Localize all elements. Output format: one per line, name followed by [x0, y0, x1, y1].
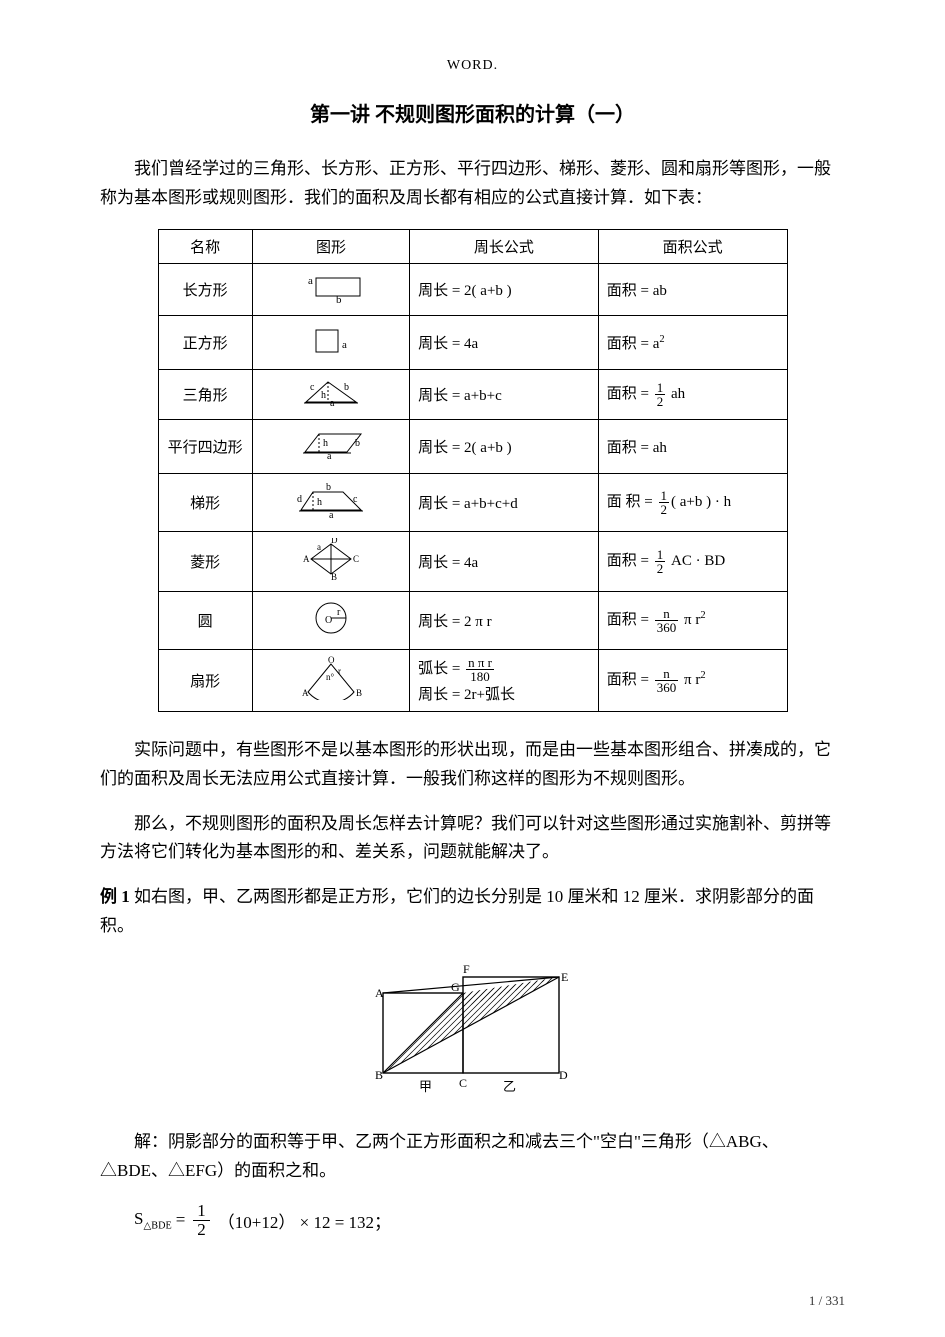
- shape-perimeter: 周长 = 2( a+b ): [410, 419, 599, 473]
- example-label: 例 1: [100, 887, 130, 906]
- svg-text:O: O: [328, 656, 335, 665]
- table-row: 梯形 b d h c a 周长 = a+b+c+d 面 积 = 12( a+b …: [158, 473, 787, 531]
- intro-paragraph: 我们曾经学过的三角形、长方形、正方形、平行四边形、梯形、菱形、圆和扇形等图形，一…: [100, 155, 845, 213]
- shape-perimeter: 周长 = 2 π r: [410, 591, 599, 649]
- lecture-title: 第一讲 不规则图形面积的计算（一）: [100, 98, 845, 127]
- table-row: 正方形 a 周长 = 4a 面积 = a2: [158, 315, 787, 369]
- shape-name: 长方形: [158, 263, 252, 315]
- eq-fraction: 1 2: [193, 1202, 210, 1239]
- eq-equals: =: [176, 1210, 186, 1230]
- svg-text:b: b: [344, 382, 349, 393]
- svg-text:B: B: [356, 688, 362, 698]
- svg-text:b: b: [336, 294, 342, 304]
- shape-name: 三角形: [158, 369, 252, 419]
- shape-name: 正方形: [158, 315, 252, 369]
- table-row: 扇形 O r n° A B 弧长 = n π r180 周长 = 2r+弧长 面…: [158, 649, 787, 711]
- shape-perimeter: 弧长 = n π r180 周长 = 2r+弧长: [410, 649, 599, 711]
- shape-figure: a: [252, 315, 409, 369]
- svg-text:c: c: [310, 382, 315, 393]
- shape-figure: b d h c a: [252, 473, 409, 531]
- fig-label-E: E: [561, 970, 568, 984]
- shape-area: 面积 = n360 π r2: [598, 591, 787, 649]
- shape-name: 扇形: [158, 649, 252, 711]
- col-perimeter: 周长公式: [410, 229, 599, 263]
- shape-name: 平行四边形: [158, 419, 252, 473]
- doc-header-label: WORD.: [100, 58, 845, 74]
- svg-text:a: a: [317, 542, 321, 552]
- shape-figure: c h b a: [252, 369, 409, 419]
- shape-area: 面积 = ab: [598, 263, 787, 315]
- page-number: 1 / 331: [809, 1293, 845, 1309]
- shape-perimeter: 周长 = a+b+c: [410, 369, 599, 419]
- example-1-statement: 例 1 如右图，甲、乙两图形都是正方形，它们的边长分别是 10 厘米和 12 厘…: [100, 883, 845, 941]
- svg-text:C: C: [353, 554, 359, 564]
- shape-perimeter: 周长 = 4a: [410, 315, 599, 369]
- shape-figure: O r: [252, 591, 409, 649]
- shape-figure: O r n° A B: [252, 649, 409, 711]
- svg-text:r: r: [338, 666, 341, 676]
- table-row: 三角形 c h b a 周长 = a+b+c 面积 = 12 ah: [158, 369, 787, 419]
- shape-figure: a D A C B: [252, 531, 409, 591]
- shape-name: 梯形: [158, 473, 252, 531]
- svg-text:h: h: [321, 390, 326, 401]
- svg-text:h: h: [323, 438, 328, 449]
- svg-text:h: h: [317, 497, 322, 508]
- shape-perimeter: 周长 = 2( a+b ): [410, 263, 599, 315]
- svg-text:A: A: [303, 554, 310, 564]
- shape-area: 面积 = n360 π r2: [598, 649, 787, 711]
- fig-label-yi: 乙: [503, 1079, 516, 1094]
- svg-text:a: a: [308, 275, 313, 287]
- table-header-row: 名称 图形 周长公式 面积公式: [158, 229, 787, 263]
- svg-text:D: D: [331, 538, 338, 545]
- svg-text:r: r: [337, 607, 341, 618]
- col-area: 面积公式: [598, 229, 787, 263]
- svg-text:O: O: [325, 615, 332, 626]
- table-row: 平行四边形 h b a 周长 = 2( a+b ) 面积 = ah: [158, 419, 787, 473]
- formula-table: 名称 图形 周长公式 面积公式 长方形 a b 周长 = 2( a+b ) 面积…: [158, 229, 788, 712]
- shape-area: 面积 = 12 AC · BD: [598, 531, 787, 591]
- explain-paragraph-1: 实际问题中，有些图形不是以基本图形的形状出现，而是由一些基本图形组合、拼凑成的，…: [100, 736, 845, 794]
- eq-rhs: （10+12） × 12 = 132；: [218, 1208, 391, 1233]
- col-figure: 图形: [252, 229, 409, 263]
- svg-text:b: b: [355, 438, 360, 449]
- equation-line: S△BDE = 1 2 （10+12） × 12 = 132；: [134, 1202, 845, 1239]
- eq-lhs: S△BDE: [134, 1209, 172, 1231]
- svg-text:B: B: [331, 572, 337, 580]
- svg-text:n°: n°: [326, 672, 335, 682]
- table-row: 圆 O r 周长 = 2 π r 面积 = n360 π r2: [158, 591, 787, 649]
- shape-name: 圆: [158, 591, 252, 649]
- fig-label-F: F: [463, 962, 470, 976]
- shape-name: 菱形: [158, 531, 252, 591]
- solution-paragraph: 解：阴影部分的面积等于甲、乙两个正方形面积之和减去三个"空白"三角形（△ABG、…: [100, 1128, 845, 1186]
- col-name: 名称: [158, 229, 252, 263]
- svg-text:A: A: [302, 688, 309, 698]
- shape-perimeter: 周长 = a+b+c+d: [410, 473, 599, 531]
- table-row: 长方形 a b 周长 = 2( a+b ) 面积 = ab: [158, 263, 787, 315]
- explain-paragraph-2: 那么，不规则图形的面积及周长怎样去计算呢？我们可以针对这些图形通过实施割补、剪拼…: [100, 810, 845, 868]
- example-1-figure: A B C D E F G 甲 乙: [100, 959, 845, 1104]
- svg-text:d: d: [297, 494, 302, 505]
- svg-text:b: b: [326, 482, 331, 493]
- shape-area: 面积 = ah: [598, 419, 787, 473]
- shape-area: 面 积 = 12( a+b ) · h: [598, 473, 787, 531]
- table-row: 菱形 a D A C B 周长 = 4a 面积 = 12 AC · BD: [158, 531, 787, 591]
- svg-text:a: a: [342, 339, 347, 351]
- shape-area: 面积 = 12 ah: [598, 369, 787, 419]
- fig-label-B: B: [375, 1068, 383, 1082]
- fig-label-D: D: [559, 1068, 568, 1082]
- fig-label-A: A: [375, 986, 384, 1000]
- shape-perimeter: 周长 = 4a: [410, 531, 599, 591]
- svg-text:c: c: [353, 494, 358, 505]
- fig-label-C: C: [459, 1076, 467, 1090]
- shape-area: 面积 = a2: [598, 315, 787, 369]
- fig-label-jia: 甲: [419, 1079, 432, 1094]
- shape-figure: h b a: [252, 419, 409, 473]
- shape-figure: a b: [252, 263, 409, 315]
